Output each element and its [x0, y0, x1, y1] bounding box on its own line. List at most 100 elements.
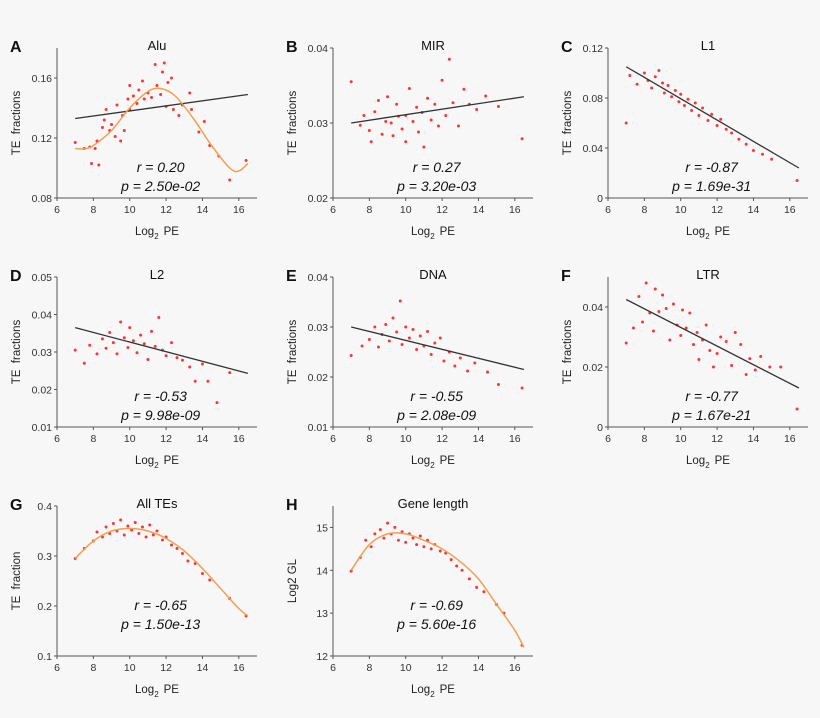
- x-label-sub: 2: [154, 232, 159, 241]
- x-tick-label: 16: [509, 662, 521, 674]
- y-tick-label: 0.12: [583, 43, 604, 55]
- data-point: [193, 379, 197, 383]
- x-tick-label: 6: [330, 662, 336, 674]
- data-point: [415, 105, 419, 109]
- x-tick-label: 12: [436, 204, 448, 216]
- data-point: [795, 179, 799, 182]
- data-point: [170, 76, 174, 80]
- data-point: [95, 530, 99, 534]
- data-point: [128, 326, 132, 330]
- data-point: [367, 129, 371, 132]
- correlation-r: r = -0.53: [134, 388, 187, 404]
- data-point: [382, 536, 386, 540]
- data-point: [662, 91, 666, 95]
- data-point: [422, 145, 426, 149]
- data-point: [631, 326, 635, 330]
- data-point: [404, 540, 408, 544]
- x-label-rest: PE: [715, 226, 731, 238]
- data-point: [175, 547, 179, 550]
- data-point: [711, 365, 715, 369]
- y-tick-label: 0.12: [32, 133, 53, 145]
- data-point: [119, 518, 123, 522]
- y-tick-label: 0.02: [583, 362, 604, 374]
- data-point: [438, 336, 442, 340]
- y-axis-label: TE fractions: [287, 319, 299, 384]
- panel-title: L2: [150, 267, 164, 282]
- data-point: [673, 89, 677, 92]
- data-point: [119, 139, 123, 143]
- data-point: [730, 131, 734, 135]
- data-point: [411, 120, 415, 123]
- x-tick-label: 10: [400, 433, 412, 445]
- data-point: [670, 95, 674, 99]
- y-tick-label: 0.01: [308, 422, 329, 434]
- data-point: [150, 329, 154, 333]
- data-point: [744, 373, 748, 376]
- y-tick-label: 0.16: [32, 73, 53, 85]
- data-point: [360, 344, 364, 348]
- panel-c: 6 8 10 12 14 16 0 0.04 0.08 0.12 C L1 TE fractions Lo…: [561, 38, 808, 241]
- x-label-sub: 2: [154, 461, 159, 470]
- y-tick-label: 0.04: [583, 302, 604, 314]
- data-point: [177, 114, 181, 117]
- data-point: [111, 341, 115, 345]
- data-point: [466, 369, 470, 373]
- linear-fit-line: [625, 298, 800, 389]
- y-axis-label: TE fractions: [11, 90, 23, 155]
- panel-title: LTR: [696, 267, 720, 282]
- data-point: [206, 379, 210, 383]
- data-point: [679, 92, 683, 96]
- x-label-base: Log: [135, 684, 154, 696]
- panel-h: 6 8 10 12 14 16 12 13 14 15 H Gene length Log2 GL Log…: [286, 496, 533, 699]
- data-point: [391, 134, 395, 138]
- data-point: [228, 371, 232, 375]
- data-point: [666, 84, 670, 87]
- data-point: [458, 356, 462, 360]
- panel-d: 6 8 10 12 14 16 0.01 0.02 0.03 0.04 0.05 D L2 TE frac…: [10, 267, 257, 470]
- x-label-base: Log: [411, 684, 430, 696]
- x-label-sub: 2: [430, 690, 435, 699]
- data-point: [391, 316, 395, 320]
- x-tick-label: 6: [605, 433, 611, 445]
- data-point: [384, 323, 388, 326]
- data-point: [753, 368, 757, 372]
- data-point: [367, 338, 371, 341]
- x-tick-label: 16: [509, 433, 521, 445]
- x-tick-label: 14: [473, 662, 485, 674]
- data-point: [155, 529, 159, 533]
- data-point: [628, 74, 632, 77]
- data-point: [378, 528, 382, 532]
- x-tick-label: 10: [124, 204, 136, 216]
- y-tick-label: 0.01: [32, 422, 53, 434]
- data-point: [93, 147, 97, 150]
- x-label-base: Log: [135, 226, 154, 238]
- data-point: [202, 120, 206, 123]
- x-tick-label: 14: [197, 662, 209, 674]
- x-tick-label: 6: [54, 662, 60, 674]
- panel-title: Alu: [148, 38, 167, 53]
- data-point: [95, 352, 99, 356]
- data-point: [100, 126, 104, 129]
- data-point: [133, 521, 137, 524]
- y-tick-label: 0.04: [308, 272, 329, 284]
- data-point: [701, 106, 705, 110]
- data-point: [473, 361, 477, 365]
- data-point: [131, 94, 135, 98]
- data-point: [90, 162, 94, 165]
- x-label-rest: PE: [440, 455, 456, 467]
- data-point: [671, 302, 675, 306]
- data-point: [386, 95, 390, 99]
- correlation-r: r = -0.69: [410, 597, 463, 613]
- linear-fit-line: [75, 326, 249, 375]
- data-point: [398, 299, 402, 303]
- correlation-r: r = -0.77: [685, 388, 739, 404]
- y-tick-label: 0.02: [308, 193, 329, 205]
- data-point: [679, 334, 683, 337]
- data-point: [373, 110, 377, 114]
- x-tick-label: 10: [400, 662, 412, 674]
- data-point: [137, 88, 141, 92]
- data-point: [164, 354, 168, 358]
- x-tick-label: 10: [400, 204, 412, 216]
- data-point: [142, 97, 146, 101]
